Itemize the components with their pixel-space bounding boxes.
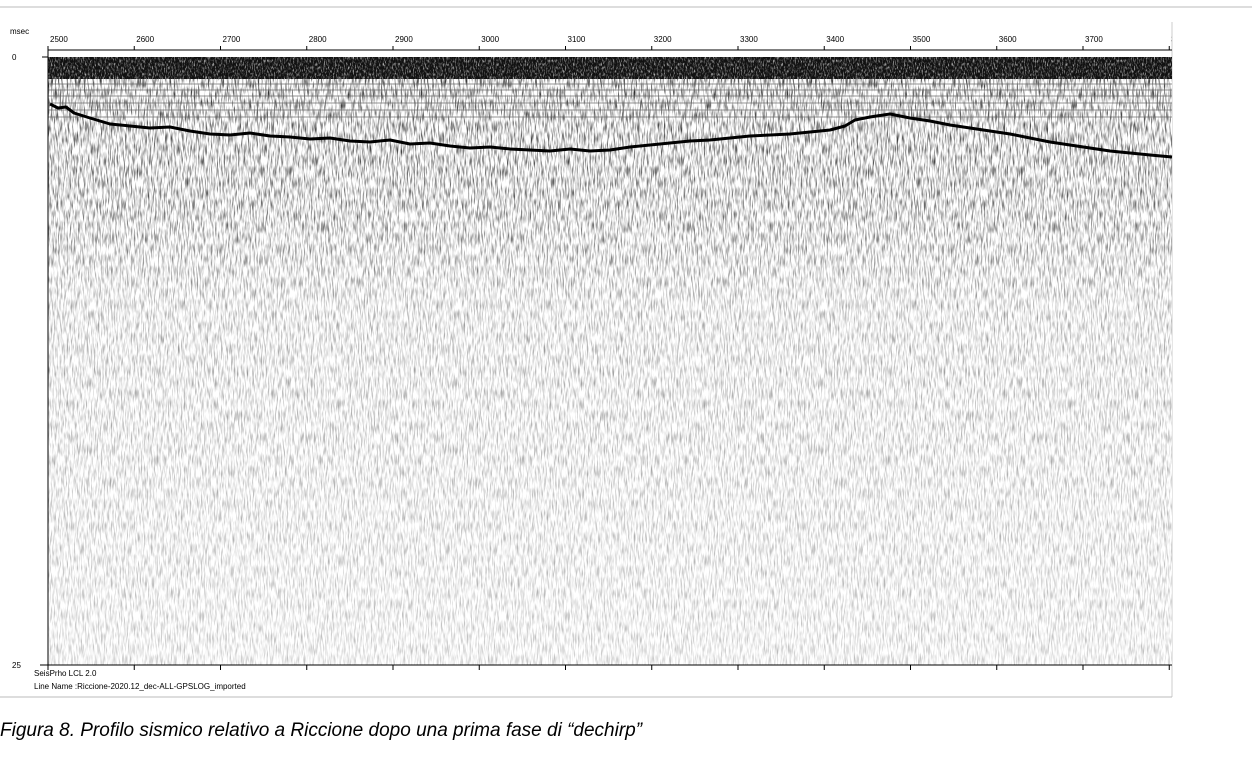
x-tick-label: 2700: [223, 35, 241, 44]
x-tick-label: 3100: [568, 35, 586, 44]
x-tick-label: 3400: [826, 35, 844, 44]
x-tick-label: 2900: [395, 35, 413, 44]
x-tick-label: 2800: [309, 35, 327, 44]
x-tick-label: 3300: [740, 35, 758, 44]
x-tick-label: 3200: [654, 35, 672, 44]
x-tick-label: 3500: [913, 35, 931, 44]
figure-caption: Figura 8. Profilo sismico relativo a Ric…: [0, 720, 643, 741]
x-tick-label: 3000: [481, 35, 499, 44]
x-tick-label: 2500: [50, 35, 68, 44]
x-tick-label: 3800: [1171, 35, 1189, 44]
tick-layer: 2500 2600 2700 2800 2900 3000 3100 3200 3300 3400…: [12, 35, 1189, 670]
software-label: SeisPrho LCL 2.0: [34, 669, 97, 678]
seismic-image: [48, 57, 1173, 665]
x-tick-label: 3700: [1085, 35, 1103, 44]
y-tick-label: 0: [12, 53, 17, 62]
y-unit: msec: [10, 27, 29, 36]
line-name: Line Name :Riccione-2020.12_dec-ALL-GPSL…: [34, 682, 246, 691]
seismic-figure: msec SeisPrho LCL 2.0 Line Name :Riccion…: [0, 6, 1252, 698]
y-tick-label: 25: [12, 661, 21, 670]
x-tick-label: 2600: [136, 35, 154, 44]
x-tick-label: 3600: [999, 35, 1017, 44]
